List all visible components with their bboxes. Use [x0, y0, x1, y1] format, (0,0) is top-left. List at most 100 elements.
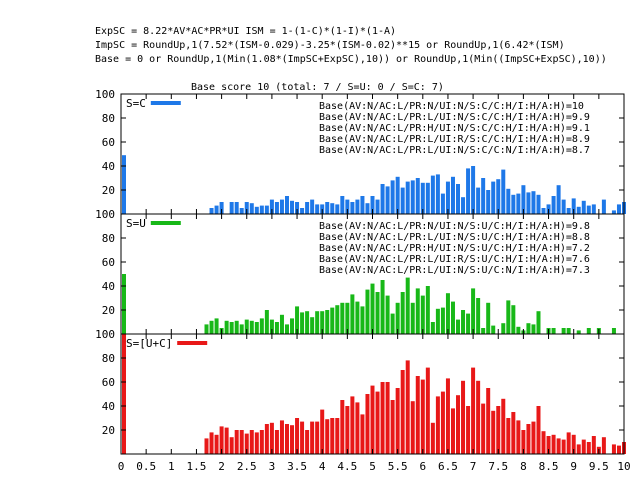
- bar: [335, 418, 340, 454]
- bar: [239, 208, 244, 214]
- bar: [259, 205, 264, 214]
- annotation-text: Base(AV:N/AC:L/PR:N/UI:N/S:C/C:H/I:H/A:H…: [319, 101, 584, 112]
- bar: [551, 196, 556, 214]
- header-line: Base = 0 or RoundUp,1(Min(1.08*(ImpSC+Ex…: [95, 54, 607, 65]
- y-tick-label: 80: [102, 112, 115, 125]
- x-tick-label: 7.5: [488, 460, 508, 473]
- bar: [405, 360, 410, 454]
- bar: [340, 196, 345, 214]
- bar: [325, 202, 330, 214]
- bar: [486, 388, 491, 454]
- y-tick-label: 100: [95, 208, 115, 221]
- bar: [204, 438, 209, 454]
- bar: [425, 286, 430, 334]
- bar: [491, 181, 496, 214]
- bar: [310, 317, 315, 334]
- bar: [601, 199, 606, 214]
- bar: [274, 430, 279, 454]
- bar: [284, 196, 289, 214]
- bar: [601, 437, 606, 454]
- bar: [284, 424, 289, 454]
- bar: [274, 202, 279, 214]
- bar: [264, 205, 269, 214]
- y-tick-label: 20: [102, 184, 115, 197]
- bar: [415, 288, 420, 334]
- bar: [481, 178, 486, 214]
- bar: [471, 367, 476, 454]
- legend-label: S=[U+C]: [126, 337, 172, 350]
- bar: [461, 197, 466, 214]
- bar: [501, 169, 506, 214]
- bar: [551, 434, 556, 454]
- bar: [330, 307, 335, 334]
- bar: [466, 313, 471, 334]
- bar: [556, 438, 561, 454]
- bar: [561, 328, 566, 334]
- bar: [571, 198, 576, 214]
- bar: [526, 192, 531, 214]
- header-formulas: ExpSC = 8.22*AV*AC*PR*UI ISM = 1-(1-C)*(…: [95, 26, 607, 65]
- bar: [335, 204, 340, 214]
- bar: [566, 328, 571, 334]
- bar: [360, 196, 365, 214]
- bar: [576, 206, 581, 214]
- bar: [556, 185, 561, 214]
- bar: [249, 430, 254, 454]
- x-tick-label: 4: [319, 460, 326, 473]
- bar: [350, 396, 355, 454]
- bar: [496, 406, 501, 454]
- bar: [345, 302, 350, 334]
- bar: [259, 430, 264, 454]
- bar: [405, 181, 410, 214]
- bar: [335, 305, 340, 334]
- bar: [476, 187, 481, 214]
- bar: [375, 391, 380, 454]
- bar: [541, 431, 546, 454]
- bar: [440, 307, 445, 334]
- bar: [254, 432, 259, 454]
- bar: [239, 430, 244, 454]
- bar: [350, 202, 355, 214]
- y-tick-label: 60: [102, 136, 115, 149]
- bar: [456, 319, 461, 334]
- annotation-text: Base(AV:N/AC:L/PR:L/UI:N/S:U/C:H/I:H/A:H…: [319, 232, 590, 243]
- bar: [430, 422, 435, 454]
- bar: [315, 421, 320, 454]
- bar: [410, 180, 415, 214]
- bar: [290, 318, 295, 334]
- bar: [254, 206, 259, 214]
- bar: [310, 199, 315, 214]
- bar: [481, 328, 486, 334]
- bar: [380, 184, 385, 214]
- bar: [279, 314, 284, 334]
- bar: [450, 301, 455, 334]
- bar: [269, 422, 274, 454]
- bar: [471, 166, 476, 214]
- bar: [516, 193, 521, 214]
- bar: [370, 283, 375, 334]
- x-tick-label: 3.5: [287, 460, 307, 473]
- bar: [531, 421, 536, 454]
- x-tick-label: 0: [118, 460, 125, 473]
- bar: [279, 420, 284, 454]
- bar: [531, 324, 536, 334]
- bar: [531, 191, 536, 214]
- bar: [430, 175, 435, 214]
- bar: [586, 328, 591, 334]
- y-tick-label: 80: [102, 352, 115, 365]
- bar: [496, 179, 501, 214]
- bar: [385, 295, 390, 334]
- y-tick-label: 60: [102, 256, 115, 269]
- bar: [264, 310, 269, 334]
- bar: [506, 188, 511, 214]
- bar: [340, 302, 345, 334]
- bar: [486, 190, 491, 214]
- bar: [616, 204, 621, 214]
- bar: [290, 200, 295, 214]
- annotation-text: Base(AV:N/AC:L/PR:L/UI:N/S:C/C:N/I:H/A:H…: [319, 145, 590, 156]
- bar: [274, 322, 279, 334]
- bar: [536, 194, 541, 214]
- bar: [511, 194, 516, 214]
- bar: [536, 406, 541, 454]
